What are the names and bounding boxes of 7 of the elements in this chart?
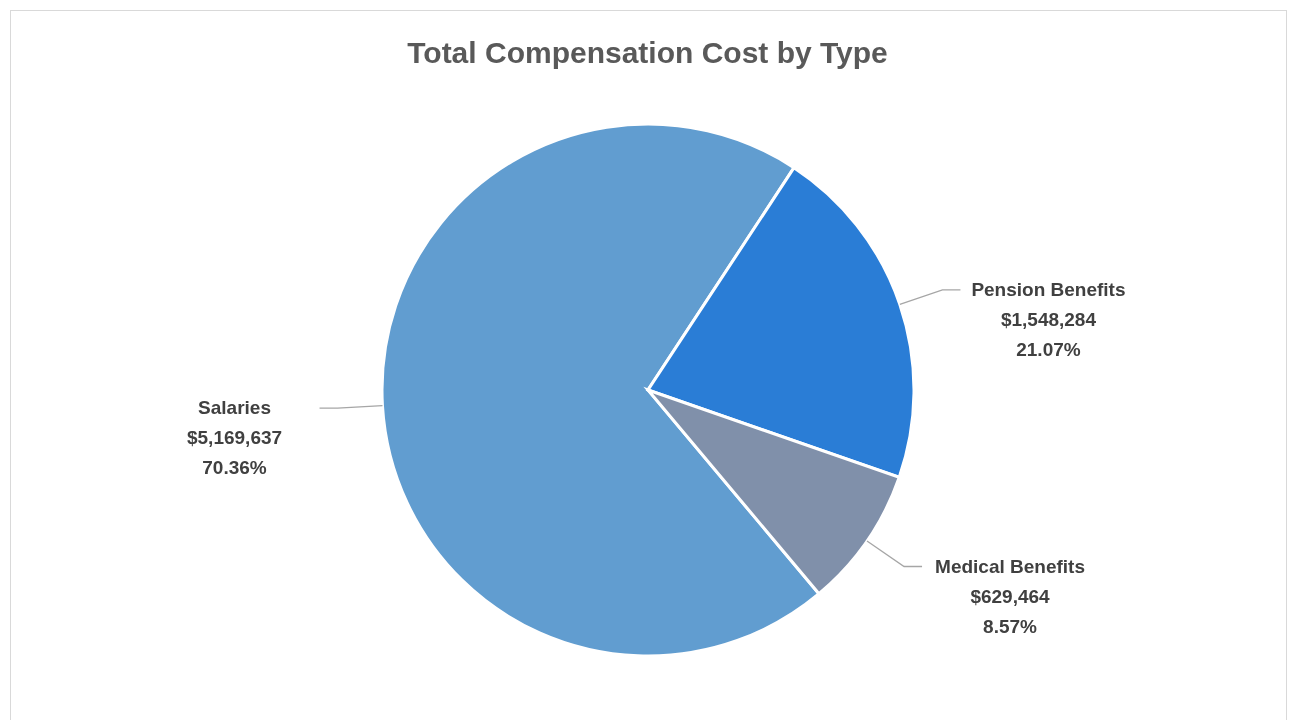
data-label: $5,169,637 70.36%	[186, 427, 283, 479]
data-label: $1,548,284 21.07%	[1000, 308, 1097, 360]
slice-label: Pension Benefits	[971, 278, 1126, 300]
slice-label: Salaries	[198, 397, 271, 419]
chart-title: Total Compensation Cost by Type	[406, 36, 889, 70]
data-label: $629,464 8.57%	[970, 585, 1051, 637]
slice-label: Medical Benefits	[935, 555, 1086, 577]
